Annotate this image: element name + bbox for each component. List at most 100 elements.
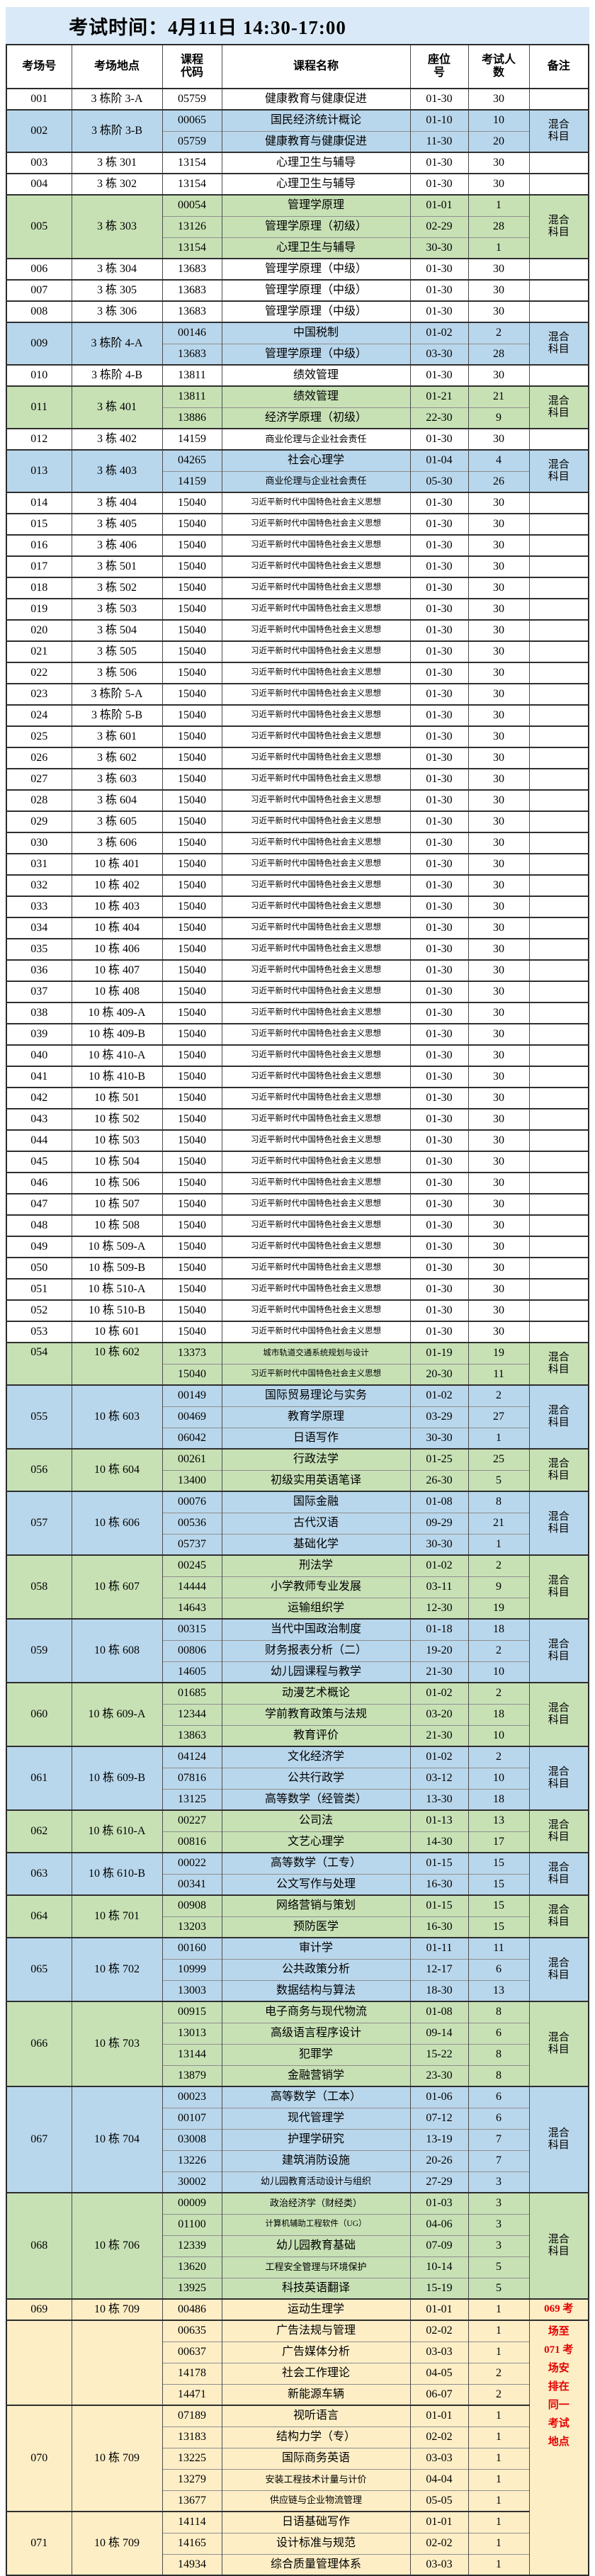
- remark-cell: 混合 科目: [528, 2001, 589, 2086]
- remark-cell: [528, 1151, 589, 1173]
- course-name-cell: 金融营销学: [221, 2064, 411, 2086]
- exam-count-cell: 10: [468, 109, 530, 131]
- table-row: 014 3 栋 404 15040 习近平新时代中国特色社会主义思想 01-30 30: [6, 492, 589, 514]
- remark-cell: [528, 640, 589, 662]
- room-location-cell: 3 栋 503: [71, 598, 163, 620]
- remark-cell: [528, 1214, 589, 1236]
- room-no-cell: 046: [6, 1172, 72, 1194]
- exam-count-cell: 6: [468, 2022, 530, 2044]
- room-no-cell: 029: [6, 810, 72, 832]
- room-no-cell: 067: [6, 2086, 72, 2193]
- seat-range-cell: 14-30: [409, 1831, 469, 1853]
- course-name-cell: 幼儿园教育基础: [221, 2235, 411, 2256]
- course-name-cell: 护理学研究: [221, 2128, 411, 2150]
- seat-range-cell: 01-18: [409, 1618, 469, 1640]
- seat-range-cell: 01-30: [409, 173, 469, 195]
- seat-range-cell: 01-30: [409, 88, 469, 110]
- course-code-cell: 15040: [162, 619, 222, 641]
- course-name-cell: 管理学原理: [221, 194, 411, 216]
- course-name-cell: 习近平新时代中国特色社会主义思想: [221, 938, 411, 960]
- remark-cell: 混合 科目: [528, 1384, 589, 1449]
- room-no-cell: 009: [6, 322, 72, 365]
- course-name-cell: 习近平新时代中国特色社会主义思想: [221, 1363, 411, 1385]
- seat-range-cell: 03-20: [409, 1703, 469, 1725]
- room-no-cell: 054: [6, 1342, 72, 1385]
- room-location-cell: 10 栋 504: [71, 1151, 163, 1173]
- exam-count-cell: 13: [468, 1809, 530, 1831]
- table-row: 12344 学前教育政策与法规 03-20 18: [6, 1703, 589, 1725]
- title-bar: 考试时间：4月11日 14:30-17:00: [6, 7, 589, 44]
- seat-range-cell: 01-30: [409, 577, 469, 599]
- course-name-cell: 健康教育与健康促进: [221, 88, 411, 110]
- room-location-cell: 3 栋 306: [71, 300, 163, 322]
- remark-cell: [528, 619, 589, 641]
- seat-range-cell: 01-02: [409, 322, 469, 344]
- room-no-cell: 006: [6, 258, 72, 280]
- seat-range-cell: 01-30: [409, 662, 469, 684]
- course-name-cell: 财务报表分析（二）: [221, 1639, 411, 1661]
- room-no-cell: 011: [6, 385, 72, 429]
- exam-count-cell: 30: [468, 173, 530, 195]
- course-name-cell: 管理学原理（初级）: [221, 215, 411, 237]
- room-location-cell: 10 栋 410-A: [71, 1044, 163, 1066]
- remark-cell: [528, 832, 589, 854]
- course-name-cell: 习近平新时代中国特色社会主义思想: [221, 1151, 411, 1173]
- table-row: 05737 基础化学 30-30 1: [6, 1533, 589, 1555]
- course-name-cell: 管理学原理（中级）: [221, 343, 411, 365]
- exam-count-cell: 30: [468, 534, 530, 556]
- course-code-cell: 13279: [162, 2468, 222, 2490]
- exam-count-cell: 30: [468, 1236, 530, 1258]
- table-row: 13925 科技英语翻译 15-19 5: [6, 2277, 589, 2299]
- course-code-cell: 13003: [162, 1979, 222, 2001]
- table-row: 00806 财务报表分析（二） 19-20 2: [6, 1639, 589, 1661]
- remark-cell: [528, 981, 589, 1002]
- course-name-cell: 政治经济学（财经类）: [221, 2192, 411, 2214]
- remark-cell: 混合 科目: [528, 1448, 589, 1491]
- room-location-cell: 3 栋 603: [71, 768, 163, 790]
- course-name-cell: 习近平新时代中国特色社会主义思想: [221, 1129, 411, 1151]
- exam-count-cell: 30: [468, 88, 530, 110]
- remark-cell: 混合 科目: [528, 1894, 589, 1938]
- remark-cell: 混合 科目: [528, 1554, 589, 1619]
- course-name-cell: 习近平新时代中国特色社会主义思想: [221, 1193, 411, 1215]
- table-row: 14178 社会工作理论 04-05 2: [6, 2362, 589, 2384]
- course-code-cell: 00146: [162, 322, 222, 344]
- table-row: 030 3 栋 606 15040 习近平新时代中国特色社会主义思想 01-30 30: [6, 832, 589, 854]
- course-code-cell: 15040: [162, 555, 222, 577]
- table-row: 036 10 栋 407 15040 习近平新时代中国特色社会主义思想 01-30 30: [6, 959, 589, 981]
- course-code-cell: 13683: [162, 279, 222, 301]
- room-location-cell: 3 栋 505: [71, 640, 163, 662]
- exam-count-cell: 6: [468, 2107, 530, 2129]
- course-code-cell: 13154: [162, 173, 222, 195]
- room-no-cell: 001: [6, 88, 72, 110]
- course-name-cell: 运动生理学: [221, 2298, 411, 2320]
- course-name-cell: 公司法: [221, 1809, 411, 1831]
- course-name-cell: 运输组织学: [221, 1597, 411, 1619]
- course-name-cell: 习近平新时代中国特色社会主义思想: [221, 619, 411, 641]
- exam-count-cell: 1: [468, 2490, 530, 2512]
- course-code-cell: 00635: [162, 2320, 222, 2341]
- seat-range-cell: 05-05: [409, 2490, 469, 2512]
- course-code-cell: 13373: [162, 1342, 222, 1364]
- room-no-cell: 040: [6, 1044, 72, 1066]
- seat-range-cell: 01-01: [409, 2511, 469, 2533]
- table-row: 035 10 栋 406 15040 习近平新时代中国特色社会主义思想 01-30 30: [6, 938, 589, 960]
- course-name-cell: 公共行政学: [221, 1767, 411, 1789]
- exam-count-cell: 11: [468, 1937, 530, 1959]
- seat-range-cell: 01-30: [409, 513, 469, 535]
- seat-range-cell: 03-03: [409, 2341, 469, 2363]
- exam-count-cell: 30: [468, 1044, 530, 1066]
- remark-cell: 混合 科目: [528, 322, 589, 365]
- seat-range-cell: 01-08: [409, 2001, 469, 2023]
- exam-count-cell: 4: [468, 449, 530, 471]
- course-name-cell: 经济学原理（初级）: [221, 407, 411, 429]
- remark-cell: 混合 科目: [528, 1682, 589, 1746]
- seat-range-cell: 01-30: [409, 853, 469, 875]
- table-row: 064 10 栋 701 00908 网络营销与策划 01-15 15 混合 科目: [6, 1894, 589, 1938]
- remark-cell: [528, 959, 589, 981]
- course-name-cell: 安装工程技术计量与计价: [221, 2468, 411, 2490]
- exam-count-cell: 1: [468, 1427, 530, 1449]
- seat-range-cell: 01-30: [409, 364, 469, 386]
- room-no-cell: 034: [6, 917, 72, 939]
- course-name-cell: 绩效管理: [221, 364, 411, 386]
